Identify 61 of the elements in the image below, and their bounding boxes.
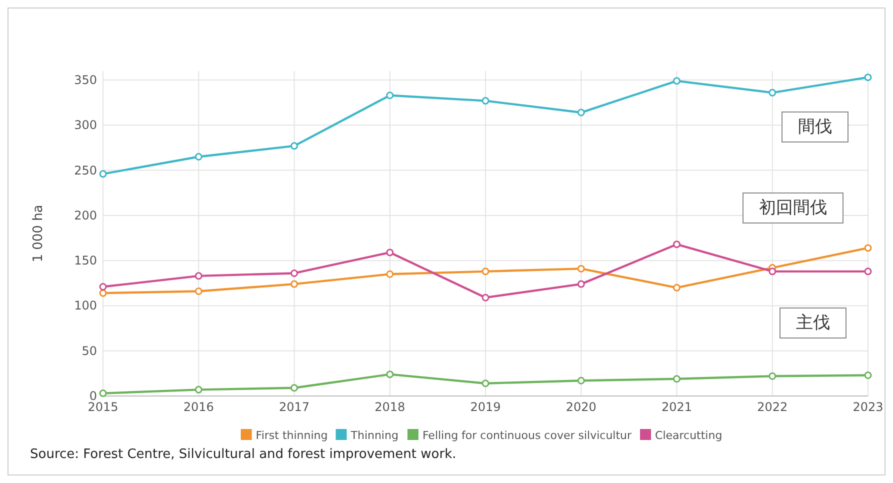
point <box>577 280 585 288</box>
x-tick-label: 2020 <box>566 400 596 414</box>
legend-label: Felling for continuous cover silvicultur <box>422 429 632 442</box>
point <box>673 77 680 85</box>
point <box>386 248 394 256</box>
point <box>99 283 107 291</box>
point <box>577 264 585 272</box>
annotation: 初回間伐 <box>759 198 827 218</box>
y-tick-label: 50 <box>82 344 97 358</box>
point <box>482 97 490 105</box>
y-tick-label: 200 <box>74 208 97 222</box>
legend-label: Clearcutting <box>655 429 722 442</box>
x-tick-label: 2022 <box>757 400 788 414</box>
source-note: Source: Forest Centre, Silvicultural and forest improvement work. <box>30 447 456 462</box>
point <box>99 289 107 297</box>
y-tick-label: 150 <box>74 254 97 268</box>
y-tick-label: 250 <box>74 163 97 178</box>
point <box>673 284 680 292</box>
point <box>673 375 680 383</box>
annotation: 主伐 <box>796 313 830 333</box>
point <box>864 371 872 379</box>
point <box>386 270 394 278</box>
point <box>482 294 490 302</box>
point <box>768 372 776 380</box>
legend-label: First thinning <box>256 429 328 442</box>
point <box>864 244 872 252</box>
y-tick-label: 350 <box>74 73 97 88</box>
point <box>194 153 202 161</box>
y-axis-title: 1 000 ha <box>31 204 46 262</box>
point <box>386 370 394 378</box>
legend-label: Thinning <box>350 429 398 442</box>
point <box>768 88 776 96</box>
x-tick-label: 2019 <box>470 400 501 414</box>
x-tick-label: 2018 <box>374 400 406 414</box>
y-tick-label: 300 <box>74 118 97 132</box>
point <box>577 108 585 116</box>
point <box>673 240 680 248</box>
point <box>386 92 394 100</box>
y-tick-label: 100 <box>74 298 97 313</box>
point <box>577 376 585 384</box>
x-tick-label: 2021 <box>661 400 692 414</box>
x-tick-label: 2023 <box>852 400 884 414</box>
point <box>290 142 298 150</box>
point <box>768 268 776 276</box>
x-tick-label: 2017 <box>278 400 310 414</box>
x-tick-label: 2016 <box>183 400 214 414</box>
point <box>482 380 490 388</box>
point <box>482 268 490 276</box>
point <box>99 170 107 178</box>
x-tick-label: 2015 <box>88 400 118 414</box>
point <box>864 74 872 82</box>
y-tick-label: 0 <box>89 389 97 403</box>
point <box>194 386 202 394</box>
point <box>194 288 202 296</box>
point <box>290 384 298 392</box>
annotation: 間伐 <box>798 117 832 137</box>
point <box>194 272 202 280</box>
point <box>290 269 298 277</box>
point <box>864 268 872 276</box>
point <box>99 390 107 398</box>
point <box>290 280 298 288</box>
